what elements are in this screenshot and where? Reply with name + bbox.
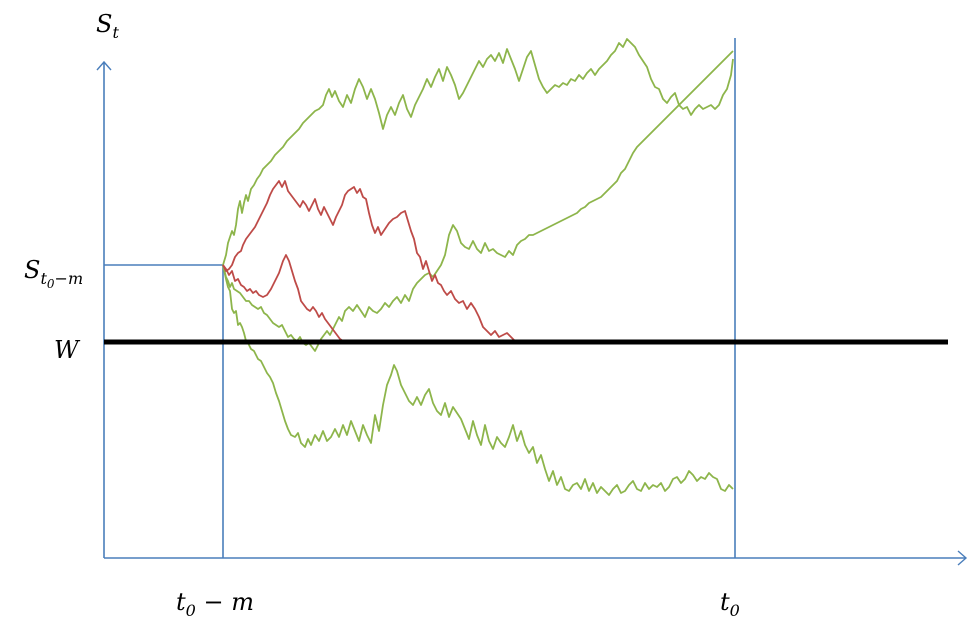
surviving-path-2 [222, 50, 734, 352]
start-time-label: t0 − m [176, 588, 254, 620]
knocked-out-path-1 [222, 180, 520, 344]
paths-layer [222, 38, 734, 496]
surviving-path-3 [222, 38, 734, 266]
start-price-label: St0−m [24, 256, 83, 291]
end-time-label: t0 [720, 588, 740, 620]
y-axis-label: St [96, 10, 119, 42]
knocked-out-path-2 [222, 254, 344, 342]
barrier-label: W [54, 336, 81, 364]
surviving-path-1 [222, 264, 734, 496]
